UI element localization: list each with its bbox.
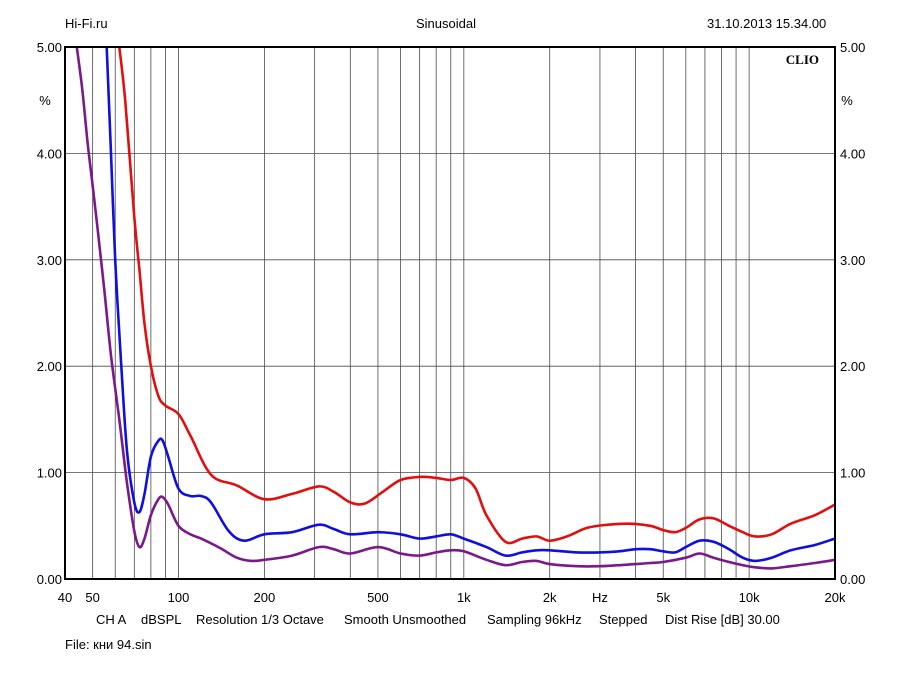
footer-channel: CH A [96, 612, 127, 627]
footer-resolution: Resolution 1/3 Octave [196, 612, 324, 627]
y-tick-label-right: 2.00 [840, 359, 865, 374]
footer-mode: Stepped [599, 612, 648, 627]
series-line-1 [118, 46, 835, 545]
x-tick-label: 20k [825, 590, 846, 605]
y-tick-label-left: 1.00 [37, 466, 62, 481]
y-tick-label-left: 0.00 [37, 572, 62, 587]
y-tick-label-left: 3.00 [37, 253, 62, 268]
x-tick-label: 5k [656, 590, 670, 605]
y-tick-label-right: 1.00 [840, 466, 865, 481]
y-tick-label-left: 4.00 [37, 146, 62, 161]
grid-layer [65, 46, 835, 580]
x-tick-label: 50 [85, 590, 99, 605]
footer-unit: dBSPL [141, 612, 182, 627]
footer-file: File: кни 94.sin [65, 637, 152, 652]
footer-dist-rise: Dist Rise [dB] 30.00 [665, 612, 780, 627]
series-line-2 [105, 46, 835, 563]
series-layer [75, 46, 835, 570]
footer-smooth: Smooth Unsmoothed [344, 612, 467, 627]
x-tick-label: 500 [367, 590, 389, 605]
y-tick-label-left: 5.00 [37, 40, 62, 55]
y-tick-label-right: 5.00 [840, 40, 865, 55]
x-tick-label: 200 [254, 590, 276, 605]
plot-frame [64, 46, 836, 580]
header-left: Hi-Fi.ru [65, 16, 108, 31]
x-tick-label: 1k [457, 590, 471, 605]
x-tick-label: 2k [543, 590, 557, 605]
label-layer: 0.00 0.00 1.00 1.00 2.00 2.00 3.00 3.00 4.00 4.00… [37, 40, 866, 605]
x-tick-label: 100 [168, 590, 190, 605]
brand-label: CLIO [786, 52, 819, 67]
x-tick-label: 40 [58, 590, 72, 605]
footer-sampling: Sampling 96kHz [487, 612, 582, 627]
y-tick-label-left: 2.00 [37, 359, 62, 374]
series-line-3 [75, 46, 835, 570]
header-center: Sinusoidal [416, 16, 476, 31]
x-tick-label: 10k [739, 590, 760, 605]
y-tick-label-right: 0.00 [840, 572, 865, 587]
y-unit-label-right: % [841, 93, 853, 108]
y-tick-label-right: 4.00 [840, 146, 865, 161]
y-tick-label-right: 3.00 [840, 253, 865, 268]
x-unit-label: Hz [592, 590, 608, 605]
y-unit-label-left: % [39, 93, 51, 108]
header-right: 31.10.2013 15.34.00 [707, 16, 827, 31]
